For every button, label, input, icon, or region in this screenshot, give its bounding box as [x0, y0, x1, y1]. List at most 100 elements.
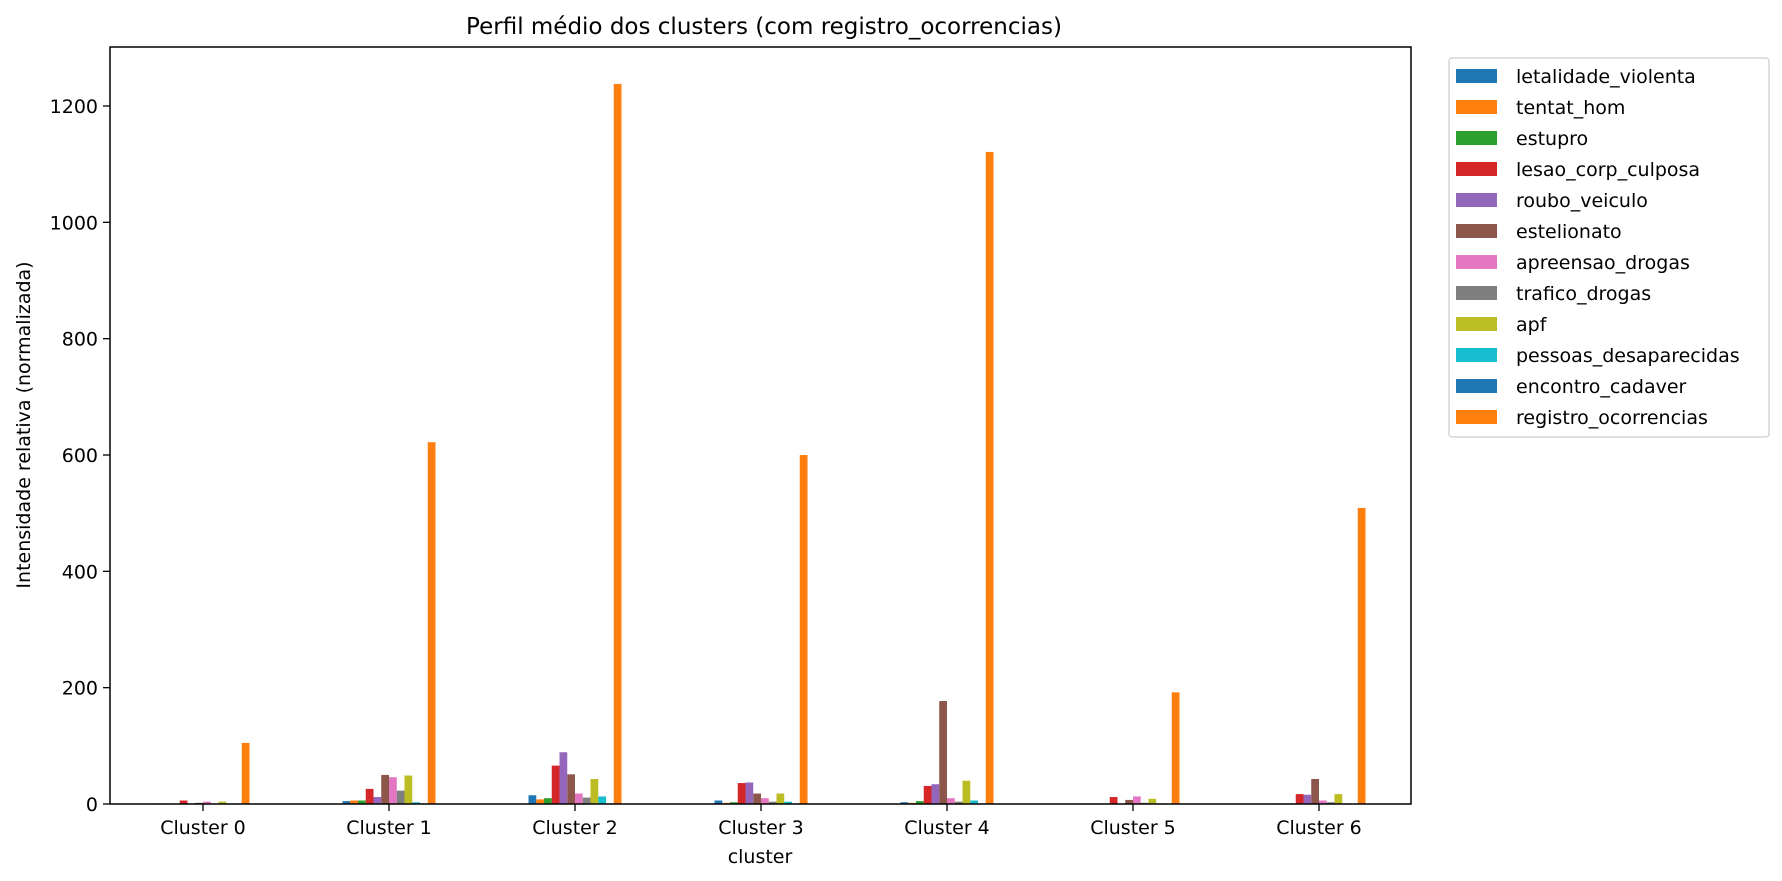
- bar-apreensao-drogas-cluster-5: [1133, 796, 1141, 804]
- bar-estelionato-cluster-3: [753, 793, 761, 804]
- bar-pessoas-desaparecidas-cluster-3: [784, 801, 792, 804]
- x-axis-title: cluster: [728, 846, 793, 868]
- chart-title: Perfil médio dos clusters (com registro_…: [466, 14, 1062, 40]
- x-tick-label: Cluster 0: [160, 817, 246, 839]
- bar-apreensao-drogas-cluster-3: [761, 798, 769, 804]
- bar-apf-cluster-5: [1148, 798, 1157, 804]
- bar-estelionato-cluster-6: [1311, 778, 1319, 804]
- bar-registro-ocorrencias-cluster-4: [985, 151, 994, 804]
- bar-estelionato-cluster-1: [381, 774, 389, 804]
- y-axis-title: Intensidade relativa (normalizada): [13, 261, 35, 588]
- bar-roubo-veiculo-cluster-1: [373, 797, 382, 804]
- bar-registro-ocorrencias-cluster-6: [1357, 507, 1366, 804]
- bar-pessoas-desaparecidas-cluster-4: [970, 800, 978, 804]
- bar-registro-ocorrencias-cluster-3: [799, 455, 808, 804]
- legend-swatch-trafico-drogas: [1456, 286, 1497, 300]
- bar-roubo-veiculo-cluster-4: [931, 784, 940, 804]
- bar-pessoas-desaparecidas-cluster-1: [412, 802, 420, 804]
- legend-swatch-letalidade-violenta: [1456, 69, 1497, 83]
- legend-swatch-registro-ocorrencias: [1456, 410, 1497, 424]
- bar-trafico-drogas-cluster-4: [954, 801, 963, 804]
- bar-apreensao-drogas-cluster-0: [203, 801, 211, 804]
- bar-trafico-drogas-cluster-1: [396, 790, 405, 804]
- legend-label-tentat-hom: tentat_hom: [1516, 97, 1625, 119]
- y-tick-label: 400: [62, 561, 98, 583]
- bar-apf-cluster-3: [776, 793, 785, 804]
- bar-apf-cluster-1: [404, 775, 413, 804]
- bar-estelionato-cluster-5: [1125, 799, 1133, 804]
- bar-apreensao-drogas-cluster-6: [1319, 800, 1327, 804]
- bar-letalidade-violenta-cluster-4: [900, 802, 909, 804]
- bar-tentat-hom-cluster-1: [350, 800, 358, 804]
- bar-lesao-corp-culposa-cluster-5: [1109, 797, 1118, 804]
- legend-swatch-estelionato: [1456, 224, 1497, 238]
- y-tick-label: 1000: [50, 212, 98, 234]
- legend-label-lesao-corp-culposa: lesao_corp_culposa: [1516, 159, 1700, 181]
- x-axis: Cluster 0 Cluster 1 Cluster 2 Cluster 3 Clus…: [160, 804, 1362, 839]
- bar-estupro-cluster-4: [916, 801, 924, 804]
- bar-registro-ocorrencias-cluster-1: [427, 442, 436, 804]
- legend-swatch-lesao-corp-culposa: [1456, 162, 1497, 176]
- x-tick-label: Cluster 1: [346, 817, 432, 839]
- x-tick-label: Cluster 4: [904, 817, 990, 839]
- legend-label-estupro: estupro: [1516, 128, 1588, 150]
- bar-lesao-corp-culposa-cluster-3: [737, 783, 746, 804]
- legend-label-encontro-cadaver: encontro_cadaver: [1516, 376, 1687, 398]
- legend-label-registro-ocorrencias: registro_ocorrencias: [1516, 407, 1708, 429]
- y-axis: 0 200 400 600 800 1000 1200: [50, 96, 110, 816]
- legend-label-apf: apf: [1516, 314, 1548, 336]
- bar-trafico-drogas-cluster-6: [1326, 802, 1335, 804]
- bar-apreensao-drogas-cluster-2: [575, 793, 583, 804]
- bar-apf-cluster-2: [590, 778, 599, 804]
- y-tick-label: 200: [62, 678, 98, 700]
- bars-layer: [156, 83, 1366, 804]
- legend-swatch-tentat-hom: [1456, 100, 1497, 114]
- bar-letalidade-violenta-cluster-2: [528, 795, 537, 804]
- bar-trafico-drogas-cluster-2: [582, 797, 591, 804]
- bar-tentat-hom-cluster-2: [536, 799, 544, 804]
- legend-frame: [1448, 57, 1770, 438]
- bar-lesao-corp-culposa-cluster-4: [923, 785, 932, 804]
- bar-lesao-corp-culposa-cluster-6: [1295, 794, 1304, 804]
- bar-roubo-veiculo-cluster-3: [745, 782, 754, 804]
- bar-apf-cluster-4: [962, 780, 971, 804]
- legend-label-apreensao-drogas: apreensao_drogas: [1516, 252, 1690, 274]
- x-tick-label: Cluster 3: [718, 817, 804, 839]
- bar-estupro-cluster-3: [730, 802, 738, 804]
- y-tick-label: 1200: [50, 96, 98, 118]
- bar-apreensao-drogas-cluster-1: [389, 777, 397, 804]
- bar-roubo-veiculo-cluster-2: [559, 752, 568, 804]
- bar-registro-ocorrencias-cluster-5: [1171, 692, 1180, 804]
- bar-registro-ocorrencias-cluster-0: [241, 742, 250, 804]
- y-tick-label: 600: [62, 445, 98, 467]
- legend-swatch-encontro-cadaver: [1456, 379, 1497, 393]
- legend-swatch-pessoas-desaparecidas: [1456, 348, 1497, 362]
- legend-label-letalidade-violenta: letalidade_violenta: [1516, 66, 1696, 88]
- bar-lesao-corp-culposa-cluster-2: [551, 765, 560, 804]
- bar-lesao-corp-culposa-cluster-0: [179, 800, 188, 804]
- legend-swatch-apf: [1456, 317, 1497, 331]
- bar-apreensao-drogas-cluster-4: [947, 798, 955, 804]
- legend-swatch-apreensao-drogas: [1456, 255, 1497, 269]
- bar-estupro-cluster-1: [358, 800, 366, 804]
- legend-swatch-roubo-veiculo: [1456, 193, 1497, 207]
- x-tick-label: Cluster 6: [1276, 817, 1362, 839]
- legend-label-estelionato: estelionato: [1516, 221, 1622, 243]
- y-tick-label: 0: [86, 794, 98, 816]
- legend-label-pessoas-desaparecidas: pessoas_desaparecidas: [1516, 345, 1740, 367]
- x-tick-label: Cluster 5: [1090, 817, 1176, 839]
- bar-roubo-veiculo-cluster-6: [1303, 794, 1312, 804]
- y-tick-label: 800: [62, 329, 98, 351]
- bar-estupro-cluster-2: [544, 798, 552, 804]
- legend-label-trafico-drogas: trafico_drogas: [1516, 283, 1651, 305]
- bar-registro-ocorrencias-cluster-2: [613, 83, 622, 804]
- bar-letalidade-violenta-cluster-1: [342, 801, 351, 804]
- x-tick-label: Cluster 2: [532, 817, 618, 839]
- bar-apf-cluster-0: [218, 801, 227, 804]
- bar-letalidade-violenta-cluster-3: [714, 800, 723, 804]
- bar-trafico-drogas-cluster-3: [768, 801, 777, 804]
- legend-label-roubo-veiculo: roubo_veiculo: [1516, 190, 1648, 212]
- bar-estelionato-cluster-4: [939, 701, 947, 804]
